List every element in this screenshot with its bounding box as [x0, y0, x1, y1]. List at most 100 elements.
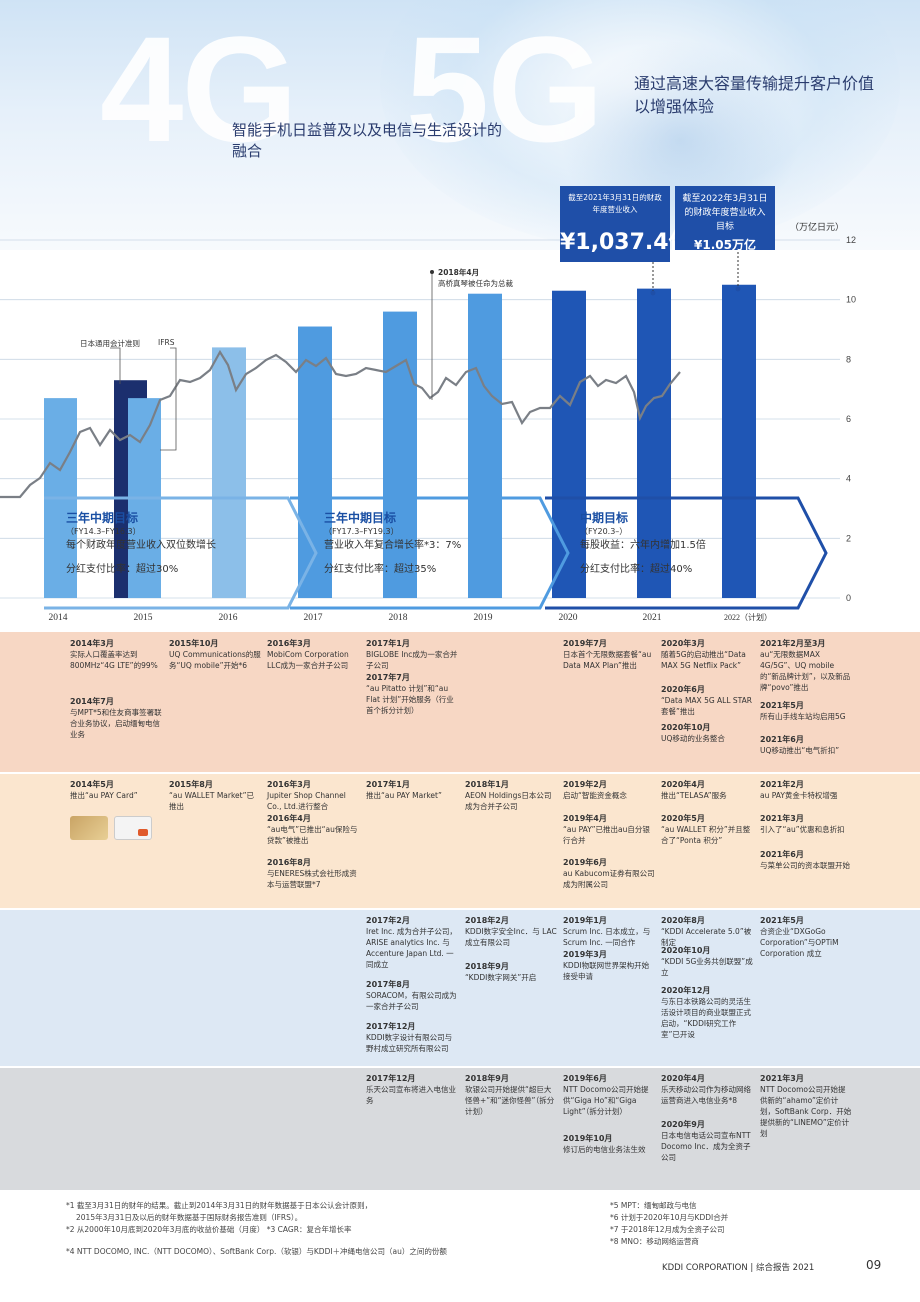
timeline-event-date: 2016年4月 — [267, 814, 311, 823]
x-axis-ticks: 2014 2015 2016 2017 2018 2019 2020 2021 2022（计划） — [49, 612, 773, 623]
y-tick-label: 12 — [846, 235, 856, 245]
timeline-event: 2019年3月 KDDI物联网世界架构开始接受申请 — [563, 949, 655, 982]
footnote-1: *1 截至3月31日的财年的结果。截止到2014年3月31日的财年数据基于日本公… — [66, 1201, 373, 1210]
apr2018-text: 高桥真琴被任命为总裁 — [438, 279, 513, 288]
timeline-event-date: 2016年3月 — [267, 780, 311, 789]
timeline-event: 2018年9月 “KDDI数字网关”开启 — [465, 961, 557, 983]
timeline-event-date: 2020年10月 — [661, 723, 711, 732]
timeline-event-text: 与菜单公司的资本联盟开始 — [760, 861, 850, 870]
footnote-1b: 2015年3月31日及以后的财年数据基于国际财务报告准则（IFRS）。 — [76, 1213, 303, 1222]
footnotes-left: *1 截至3月31日的财年的结果。截止到2014年3月31日的财年数据基于日本公… — [66, 1200, 546, 1258]
timeline-event: 2019年4月 “au PAY”已推出au自分银行合并 — [563, 813, 655, 846]
timeline-event-date: 2017年2月 — [366, 916, 410, 925]
timeline-event: 2019年7月 日本首个无限数据套餐“au Data MAX Plan”推出 — [563, 638, 655, 671]
timeline-event-text: 启动“智能资金概念 — [563, 791, 627, 800]
y-tick-label: 6 — [846, 414, 851, 424]
timeline-event-text: 推出“TELASA”服务 — [661, 791, 727, 800]
timeline-event: 2020年10月 UQ移动的业务整合 — [661, 722, 753, 744]
fy2022-label: 截至2022年3月31日的财政年度营业收入目标 — [682, 194, 768, 232]
plan-2-line1: 营业收入年复合增长率*3：7% — [324, 540, 462, 551]
x-tick-label: 2014 — [49, 613, 68, 623]
timeline-event: 2017年1月 BIGLOBE Inc成为一家合并子公司 — [366, 638, 458, 671]
footnotes-right: *5 MPT：缅甸邮政与电信 *6 计划于2020年10月与KDDI合并 *7 … — [610, 1200, 890, 1248]
x-tick-label: 2019 — [474, 613, 493, 623]
timeline-event-text: KDDI物联网世界架构开始接受申请 — [563, 961, 650, 981]
timeline-event-date: 2021年3月 — [760, 814, 804, 823]
jgaap-label: 日本通用会计准则 — [80, 339, 140, 348]
timeline-event-date: 2021年2月至3月 — [760, 639, 826, 648]
y-tick-label: 0 — [846, 593, 851, 603]
y-tick-label: 8 — [846, 354, 851, 364]
timeline-event-text: 合资企业“DXGoGo Corporation”与OPTiM Corporati… — [760, 927, 839, 958]
timeline-event-date: 2018年1月 — [465, 780, 509, 789]
timeline-event-date: 2019年4月 — [563, 814, 607, 823]
timeline-event-text: 与东日本铁路公司的灵活生活设计项目的商业联盟正式启动，“KDDI研究工作室”已开… — [661, 997, 751, 1039]
revenue-bar-8 — [552, 290, 586, 598]
revenue-bar-9 — [637, 288, 671, 598]
timeline-event-date: 2021年6月 — [760, 850, 804, 859]
timeline-event-date: 2017年12月 — [366, 1074, 416, 1083]
plan-1-period: （FY14.3–FY16.3） — [66, 527, 141, 536]
hero-big-text: 4G 5G — [100, 5, 604, 173]
plan-1-line2: 分红支付比率：超过30% — [66, 564, 179, 575]
footnote-2-3: *2 从2000年10月底到2020年3月底的收益价基础（月度） *3 CAGR… — [66, 1225, 352, 1234]
timeline-event-date: 2015年8月 — [169, 780, 213, 789]
timeline-event-date: 2017年7月 — [366, 673, 410, 682]
timeline-event-text: UQ移动推出“电气折扣” — [760, 746, 840, 755]
timeline-event-text: 与ENERES株式会社形成资本与运营联盟*7 — [267, 869, 357, 889]
timeline-event-text: KDDI数字安全Inc．与 LAC 成立有限公司 — [465, 927, 557, 947]
timeline-event: 2020年3月 随着5G的启动推出“Data MAX 5G Netflix Pac… — [661, 638, 753, 671]
timeline-event-text: 推出“au PAY Card” — [70, 791, 138, 800]
x-tick-label: 2021 — [643, 613, 662, 623]
timeline-event: 2017年2月 Iret Inc. 成为合并子公司，ARISE analytics… — [366, 915, 458, 970]
plan-1-line1: 每个财政年度营业收入双位数增长 — [66, 540, 216, 551]
x-tick-label: 2018 — [389, 613, 408, 623]
timeline-event-date: 2019年2月 — [563, 780, 607, 789]
timeline-event-text: “au电气”已推出“au保险与贷款”被推出 — [267, 825, 358, 845]
timeline-event: 2020年4月推出“TELASA”服务 — [661, 779, 753, 801]
timeline-event-date: 2021年3月 — [760, 1074, 804, 1083]
timeline-event-text: “KDDI数字网关”开启 — [465, 973, 537, 982]
plan-arrow-1 — [44, 496, 318, 610]
timeline-event-date: 2020年12月 — [661, 986, 711, 995]
timeline-event: 2016年3月 Jupiter Shop Channel Co., Ltd.进行整… — [267, 779, 359, 812]
y-tick-label: 4 — [846, 474, 851, 484]
timeline-band-business — [0, 910, 920, 1066]
y-tick-label: 10 — [846, 295, 856, 305]
share-price-line — [0, 349, 681, 499]
timeline-event-text: 所有山手线车站均启用5G — [760, 712, 846, 721]
timeline-event: 2015年8月 “au WALLET Market”已推出 — [169, 779, 261, 812]
timeline-event: 2016年3月 MobiCom Corporation LLC成为一家合并子公司 — [267, 638, 359, 671]
timeline-event-text: KDDI数字设计有限公司与野村成立研究所有限公司 — [366, 1033, 453, 1053]
plan-3-line1: 每股收益：六年内增加1.5倍 — [580, 540, 706, 551]
timeline-band-competition — [0, 1068, 920, 1190]
apr2018-date: 2018年4月 — [438, 268, 480, 277]
timeline-event-date: 2014年5月 — [70, 780, 114, 789]
timeline-event: 2020年8月 “KDDI Accelerate 5.0”被制定 — [661, 915, 753, 948]
timeline-event-date: 2019年6月 — [563, 858, 607, 867]
timeline-event-text: “Data MAX 5G ALL STAR套餐”推出 — [661, 696, 753, 716]
timeline-event-date: 2019年7月 — [563, 639, 607, 648]
unit-label: （万亿日元） — [790, 223, 845, 233]
timeline-event: 2020年12月与东日本铁路公司的灵活生活设计项目的商业联盟正式启动，“KDDI… — [661, 985, 753, 1040]
timeline-event-text: “KDDI 5G业务共创联盟”成立 — [661, 957, 753, 977]
revenue-bar-10 — [722, 284, 756, 598]
timeline-event-date: 2018年2月 — [465, 916, 509, 925]
plan-2-line2: 分红支付比率：超过35% — [324, 564, 437, 575]
timeline-event-text: 引入了“au”优惠和息折扣 — [760, 825, 845, 834]
timeline-event-date: 2020年9月 — [661, 1120, 705, 1129]
fy2021-label: 截至2021年3月31日的财政年度营业收入 — [568, 193, 662, 214]
timeline-event: 2019年2月启动“智能资金概念 — [563, 779, 655, 801]
x-tick-label: 2020 — [559, 613, 578, 623]
timeline-event-text: au PAY黄金卡特权增强 — [760, 791, 838, 800]
timeline-event-text: AEON Holdings日本公司成为合并子公司 — [465, 791, 552, 811]
timeline-event-text: “KDDI Accelerate 5.0”被制定 — [661, 927, 752, 947]
footnote-7: *7 于2018年12月成为全资子公司 — [610, 1225, 725, 1234]
timeline-event: 2018年1月 AEON Holdings日本公司成为合并子公司 — [465, 779, 557, 812]
timeline-event-text: 与MPT*5和住友商事签署联合业务协议，启动缅甸电信业务 — [70, 708, 162, 739]
plan-1: 三年中期目标 （FY14.3–FY16.3） 每个财政年度营业收入双位数增长 分… — [66, 510, 296, 578]
timeline-event-date: 2020年4月 — [661, 780, 705, 789]
ifrs-leader — [160, 347, 177, 451]
timeline-event: 2016年4月 “au电气”已推出“au保险与贷款”被推出 — [267, 813, 359, 846]
ifrs-label: IFRS — [158, 338, 175, 347]
